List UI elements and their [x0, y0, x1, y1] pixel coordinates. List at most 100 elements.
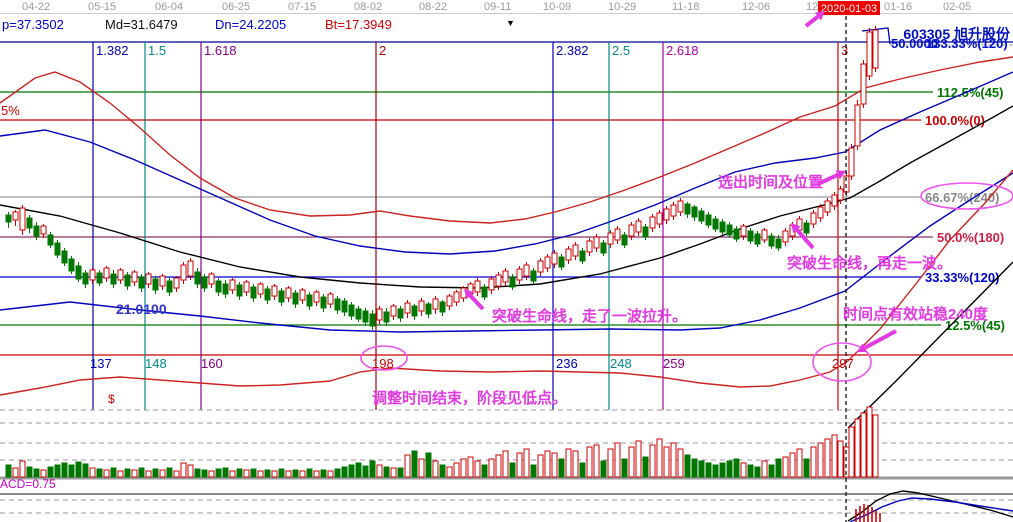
date-label: 08-02	[354, 1, 382, 13]
volume-bar	[796, 448, 803, 478]
volume-bar	[705, 462, 712, 478]
candle-body	[418, 300, 425, 312]
measure-line	[861, 27, 891, 45]
volume-bar	[173, 470, 180, 478]
volume-bar	[439, 464, 446, 478]
volume-bar	[481, 464, 488, 478]
candle-body	[698, 210, 705, 222]
candle-body	[593, 236, 600, 249]
cycle-red-line	[0, 169, 1013, 396]
volume-bar	[117, 470, 124, 478]
annotation-arrow-shaft	[795, 228, 815, 250]
date-label: 05-15	[88, 1, 116, 13]
level-label: 33.33%(120)	[925, 270, 999, 285]
volume-bar	[145, 470, 152, 478]
candle-body	[131, 271, 138, 283]
volume-bar	[670, 442, 677, 478]
volume-bar	[5, 464, 12, 478]
volume-bar	[425, 452, 432, 478]
volume-bar	[733, 458, 740, 478]
date-label: 04-22	[22, 1, 50, 13]
volume-bar	[854, 418, 861, 478]
volume-bar	[19, 460, 26, 478]
date-label: 06-25	[222, 1, 250, 13]
candle-body	[187, 260, 194, 277]
candle-body	[607, 232, 614, 245]
volume-bar	[138, 467, 145, 478]
candle-body	[320, 296, 327, 309]
volume-bar	[712, 464, 719, 478]
volume-bar	[586, 446, 593, 478]
candle-body	[691, 206, 698, 218]
volume-bar	[572, 450, 579, 478]
date-label: 12	[806, 1, 818, 13]
volume-bar	[61, 462, 68, 478]
volume-bar	[460, 458, 467, 478]
volume-bar	[628, 446, 635, 478]
dollar-mark: $	[108, 392, 115, 406]
date-label: 06-04	[155, 1, 183, 13]
fib-time-label: 1.618	[204, 43, 237, 58]
annotation-text: 突破生命线，走了一波拉升。	[492, 307, 687, 325]
candle-body	[488, 278, 495, 291]
candle-body	[635, 220, 642, 233]
annotation-text: 突破生命线，再走一波。	[787, 254, 952, 272]
volume-bar	[635, 440, 642, 478]
candle-body	[292, 292, 299, 305]
highlight-ellipse	[360, 345, 408, 371]
candle-body	[712, 218, 719, 230]
candle-body	[166, 280, 173, 293]
chevron-down-icon[interactable]: ▼	[506, 18, 515, 28]
candle-body	[33, 225, 40, 237]
volume-bar	[103, 469, 110, 478]
volume-bar	[621, 458, 628, 478]
annotation-arrow-head	[814, 11, 825, 21]
volume-bar	[397, 467, 404, 478]
volume-bar	[362, 465, 369, 478]
candle-body	[362, 310, 369, 323]
date-label: 11-18	[672, 1, 699, 13]
candle-body	[495, 274, 502, 287]
volume-bar	[761, 460, 768, 478]
annotation-arrow-shaft	[863, 329, 897, 350]
candle-body	[306, 294, 313, 307]
candle-body	[334, 298, 341, 311]
volume-bar	[600, 460, 607, 478]
candle-body	[47, 234, 54, 246]
volume-bar	[383, 466, 390, 478]
candle-body	[215, 280, 222, 293]
fib-time-label: 2.5	[612, 43, 630, 58]
volume-bar	[47, 466, 54, 478]
volume-bar	[348, 464, 355, 478]
volume-bar	[474, 460, 481, 478]
volume-bar	[432, 460, 439, 478]
candle-body	[544, 256, 551, 269]
volume-bar	[292, 469, 299, 478]
candle-body	[642, 226, 649, 238]
volume-bar	[12, 467, 19, 478]
candle-body	[348, 304, 355, 317]
volume-bar	[236, 468, 243, 478]
volume-bar	[166, 467, 173, 478]
level-label: 66.67%(240)	[925, 190, 999, 205]
candle-body	[12, 211, 19, 221]
annotation-arrow-head	[835, 170, 846, 180]
volume-bar	[264, 469, 271, 478]
volume-bar	[544, 450, 551, 478]
volume-bar	[201, 469, 208, 478]
cycle-number-label: 160	[201, 356, 223, 371]
volume-bar	[68, 464, 75, 478]
candle-body	[747, 230, 754, 242]
candle-body	[82, 272, 89, 285]
volume-bar	[789, 452, 796, 478]
candle-body	[837, 188, 844, 201]
candle-body	[299, 289, 306, 301]
indicator-md-value: Md=31.6479	[105, 17, 178, 32]
candle-body	[509, 276, 516, 288]
volume-bar	[837, 440, 844, 478]
candle-body	[26, 217, 33, 229]
volume-bar	[222, 467, 229, 478]
volume-bar	[341, 466, 348, 478]
volume-bar	[320, 469, 327, 478]
